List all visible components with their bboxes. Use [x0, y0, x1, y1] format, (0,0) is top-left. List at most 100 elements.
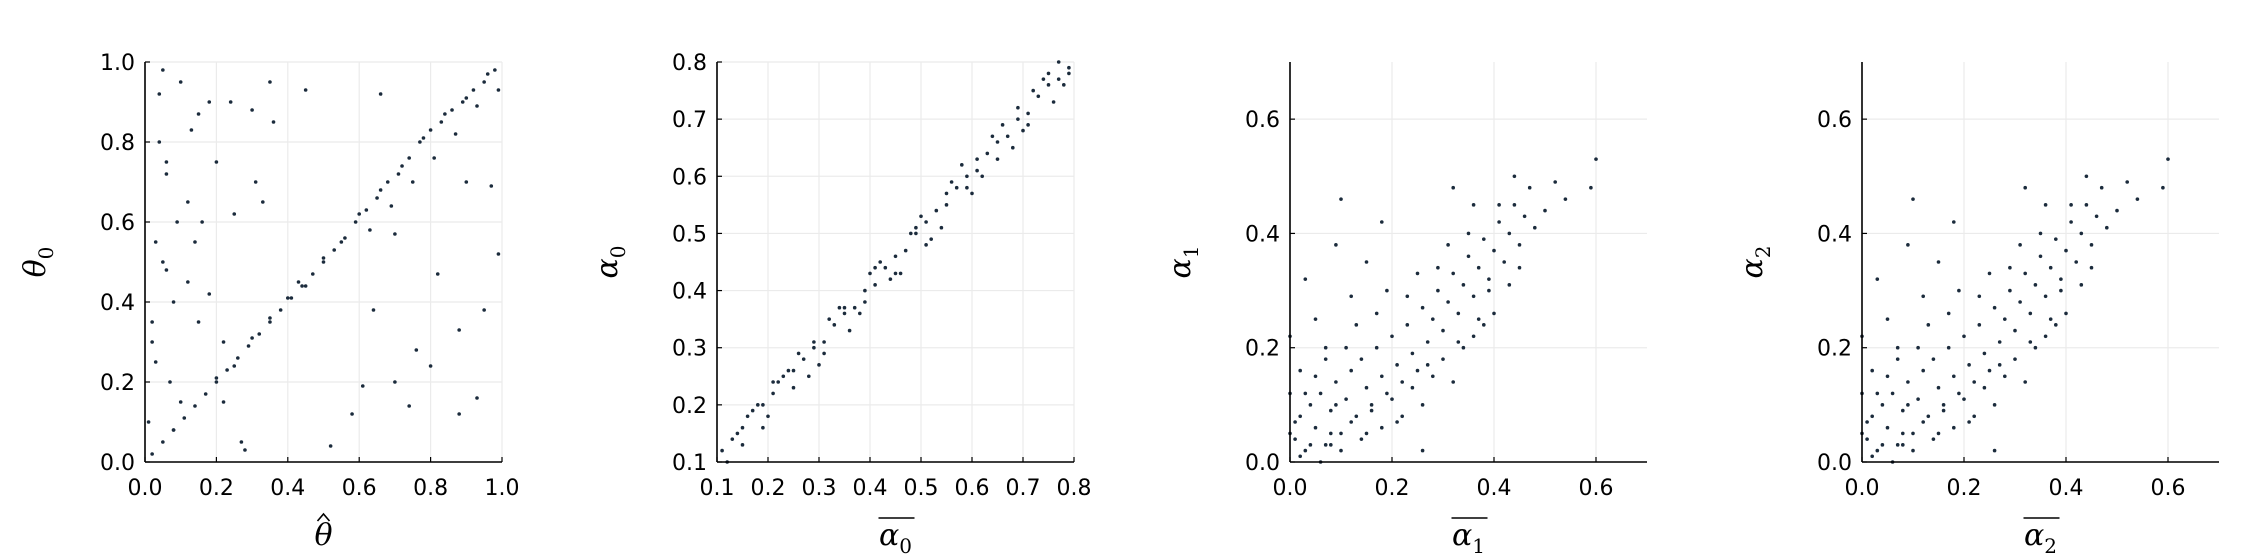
data-point [929, 237, 933, 241]
data-point [786, 368, 791, 373]
data-point [1885, 317, 1890, 321]
data-point [1911, 431, 1915, 436]
data-point [1431, 374, 1435, 379]
y-axis-label-subscript: 1 [1179, 246, 1203, 259]
data-point [296, 280, 301, 284]
data-point [1870, 368, 1874, 373]
data-point [1374, 311, 1379, 316]
data-point [756, 403, 760, 407]
data-point [1895, 345, 1900, 350]
y-tick-label: 0.1 [672, 451, 707, 476]
data-point [1456, 311, 1461, 316]
data-point [975, 157, 979, 161]
data-point [1364, 431, 1369, 436]
x-axis-label-symbol: α [1452, 518, 1472, 553]
data-point [1026, 111, 1030, 116]
data-point [1349, 294, 1353, 299]
data-point [228, 100, 233, 104]
y-tick-label: 0.0 [1817, 451, 1852, 476]
data-point [221, 400, 226, 404]
data-point [1390, 334, 1394, 339]
data-point [343, 236, 347, 240]
data-point [858, 311, 862, 316]
data-point [2079, 283, 2084, 287]
data-point [740, 425, 745, 430]
data-point [164, 172, 169, 176]
data-point [934, 208, 939, 213]
data-point [924, 220, 928, 224]
data-point [475, 104, 479, 108]
data-point [278, 308, 283, 312]
data-point [924, 243, 928, 247]
data-point [771, 380, 775, 384]
data-point [1313, 317, 1318, 321]
data-point [1502, 260, 1506, 264]
data-point [482, 80, 486, 84]
x-axis-label-symbol: α [879, 518, 899, 553]
data-point [1880, 403, 1885, 407]
data-point [1466, 254, 1471, 259]
data-point [1456, 340, 1461, 344]
data-point [200, 220, 204, 224]
data-point [1016, 105, 1020, 110]
data-point [1911, 197, 1915, 201]
data-point [1318, 391, 1323, 396]
data-point [1921, 294, 1925, 299]
data-point [303, 88, 308, 92]
data-point [1936, 385, 1941, 390]
data-point [2089, 265, 2094, 270]
data-point [2033, 345, 2038, 350]
data-point [1865, 420, 1869, 424]
data-point [1487, 288, 1491, 293]
data-point [1946, 311, 1951, 316]
data-point [2064, 311, 2068, 316]
data-point [1000, 123, 1005, 127]
data-point [1339, 197, 1343, 201]
data-point [965, 185, 969, 190]
data-point [745, 414, 750, 419]
y-axis-label-symbol: α [590, 258, 625, 278]
data-point [389, 204, 394, 208]
data-point [2054, 323, 2058, 327]
data-point [893, 254, 898, 259]
data-point [2003, 317, 2007, 321]
x-tick-label: 0.2 [751, 476, 786, 501]
panels-group: 0.0 0.2 0.4 0.6 0.8 1.00.00.20.40.60.81.0θθ00… [18, 51, 2219, 556]
data-point [1992, 305, 1997, 310]
y-tick-label: 0.2 [100, 371, 135, 396]
data-point [1026, 123, 1030, 127]
data-point [1487, 277, 1491, 281]
x-tick-label: 0.4 [853, 476, 888, 501]
data-point [371, 308, 376, 312]
data-point [2125, 180, 2129, 184]
data-point [1405, 294, 1410, 299]
data-point [400, 164, 404, 168]
x-tick-label: 0.6 [955, 476, 990, 501]
y-axis-label: α1 [1163, 246, 1203, 279]
data-point [2135, 197, 2140, 201]
data-point [2048, 265, 2053, 270]
y-tick-label: 0.6 [1245, 108, 1280, 133]
data-point [995, 157, 1000, 161]
x-tick-label: 0.4 [2049, 476, 2084, 501]
data-point [1016, 117, 1020, 121]
data-point [475, 396, 479, 400]
data-point [1011, 145, 1015, 150]
data-point [153, 360, 158, 364]
data-point [1303, 277, 1308, 281]
y-tick-label: 0.0 [1245, 451, 1280, 476]
data-point [232, 212, 237, 216]
x-tick-label: 0.6 [1579, 476, 1614, 501]
data-point [471, 88, 476, 92]
x-tick-label: 0.0 [1845, 476, 1880, 501]
data-point [1410, 351, 1415, 356]
data-point [421, 136, 426, 140]
data-point [418, 140, 422, 144]
data-point [1298, 368, 1302, 373]
data-point [1941, 408, 1946, 413]
data-point [1385, 391, 1389, 396]
data-point [164, 160, 169, 164]
data-point [221, 340, 226, 344]
